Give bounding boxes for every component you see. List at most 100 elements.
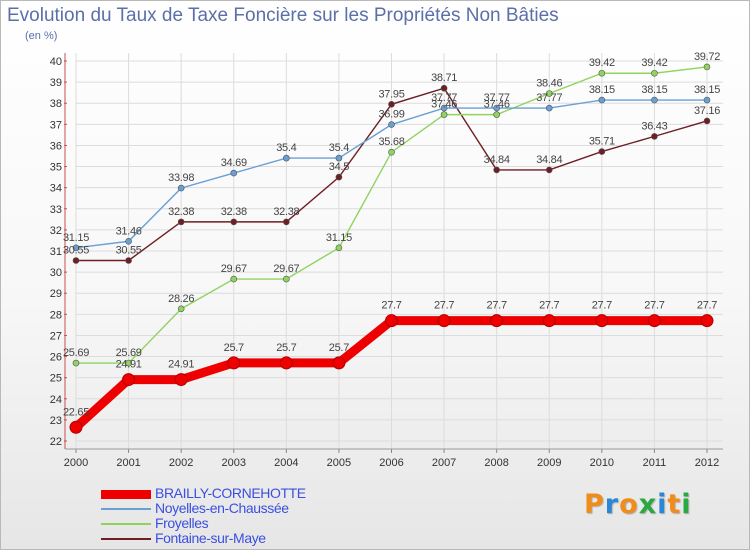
- data-point: [230, 169, 238, 177]
- x-tick-label: 2007: [432, 457, 456, 469]
- data-point: [388, 121, 395, 128]
- series-brailly-cornehotte: [69, 314, 714, 434]
- data-label: 37.77: [431, 92, 457, 104]
- data-label: 35.68: [378, 136, 404, 148]
- data-label: 30.55: [116, 245, 142, 257]
- data-point: [493, 166, 500, 174]
- legend-label-noyelles: Noyelles-en-Chaussée: [155, 500, 289, 516]
- y-tick-label: 27: [50, 330, 62, 342]
- data-point: [388, 100, 395, 108]
- logo-letter: o: [619, 489, 639, 520]
- y-tick-label: 30: [50, 267, 62, 279]
- y-tick-label: 31: [50, 246, 62, 258]
- y-tick-label: 32: [50, 225, 62, 237]
- data-point: [69, 420, 83, 434]
- data-point: [651, 133, 658, 140]
- data-label: 30.55: [63, 245, 89, 257]
- data-label: 25.69: [63, 347, 89, 359]
- data-point: [283, 154, 290, 162]
- logo-letter: r: [604, 489, 620, 520]
- data-point: [174, 373, 188, 387]
- data-point: [125, 237, 132, 245]
- y-tick-label: 26: [50, 352, 62, 364]
- data-point: [335, 154, 343, 162]
- data-label: 34.69: [221, 157, 247, 169]
- x-tick-label: 2011: [643, 457, 667, 469]
- y-tick-label: 34: [50, 183, 62, 195]
- x-tick-label: 2006: [379, 457, 403, 469]
- data-label: 38.15: [589, 84, 615, 96]
- y-tick-label: 37: [50, 119, 62, 131]
- data-point: [493, 111, 500, 118]
- x-tick-label: 2003: [222, 457, 246, 469]
- data-point: [227, 356, 241, 370]
- data-label: 32.38: [221, 206, 247, 218]
- y-tick-label: 33: [50, 204, 62, 216]
- data-label: 32.38: [168, 206, 194, 218]
- data-point: [703, 117, 711, 125]
- data-point: [283, 218, 290, 226]
- x-tick-label: 2010: [590, 457, 614, 469]
- data-labels: 30.55 30.55 32.38 32.38 32.38 34.5 37.95 38.71 3…: [63, 51, 721, 418]
- data-label: 36.43: [641, 120, 667, 132]
- data-label: 25.69: [116, 347, 142, 359]
- y-tick-label: 40: [50, 56, 62, 68]
- data-label: 39.72: [694, 51, 720, 63]
- data-label: 37.77: [536, 92, 562, 104]
- data-label: 35.4: [276, 142, 296, 154]
- data-point: [440, 84, 448, 92]
- data-point: [598, 148, 606, 155]
- logo-letter: i: [681, 489, 692, 520]
- data-point: [440, 111, 448, 118]
- x-tick-label: 2005: [327, 457, 351, 469]
- data-label: 37.46: [484, 99, 510, 111]
- legend-label-fontaine: Fontaine-sur-Maye: [155, 530, 266, 546]
- data-point: [122, 373, 136, 387]
- y-tick-label: 35: [50, 162, 62, 174]
- data-label: 37.46: [431, 99, 457, 111]
- data-point: [440, 104, 448, 112]
- data-point: [283, 275, 290, 283]
- data-point: [72, 359, 80, 367]
- data-point: [177, 218, 185, 226]
- data-point: [598, 96, 606, 104]
- data-point: [703, 96, 711, 104]
- logo-letter: i: [657, 489, 668, 520]
- data-label: 38.71: [431, 72, 457, 84]
- data-label: 37.77: [484, 92, 510, 104]
- data-label: 37.16: [694, 105, 720, 117]
- data-label: 39.42: [589, 57, 615, 69]
- y-tick-label: 36: [50, 140, 62, 152]
- data-label: 31.15: [63, 232, 89, 244]
- data-point: [230, 218, 238, 226]
- data-label: 27.7: [644, 300, 664, 312]
- data-point: [545, 166, 553, 174]
- y-tick-label: 23: [50, 415, 62, 427]
- data-point: [647, 314, 661, 328]
- logo-letter: P: [584, 489, 605, 520]
- data-label: 29.67: [273, 263, 299, 275]
- data-label: 38.15: [641, 84, 667, 96]
- data-label: 32.38: [273, 206, 299, 218]
- data-point: [651, 96, 658, 104]
- data-point: [335, 244, 343, 252]
- data-label: 35.71: [589, 136, 615, 148]
- data-label: 25.7: [329, 342, 349, 354]
- x-tick-label: 2008: [484, 457, 508, 469]
- series-noyelles-en-chauss-e: [72, 96, 711, 252]
- y-tick-label: 28: [50, 309, 62, 321]
- data-label: 22.65: [63, 406, 89, 418]
- data-label: 36.99: [378, 109, 404, 121]
- data-label: 27.7: [487, 300, 507, 312]
- data-point: [125, 359, 132, 367]
- data-label: 35.4: [329, 142, 349, 154]
- data-point: [490, 314, 504, 328]
- data-point: [177, 305, 185, 313]
- data-point: [545, 104, 553, 112]
- data-label: 25.7: [276, 342, 296, 354]
- series-lines: [69, 63, 714, 434]
- data-point: [388, 148, 395, 156]
- y-unit-label: (en %): [25, 30, 58, 42]
- legend-swatch-froyelles: [101, 523, 151, 525]
